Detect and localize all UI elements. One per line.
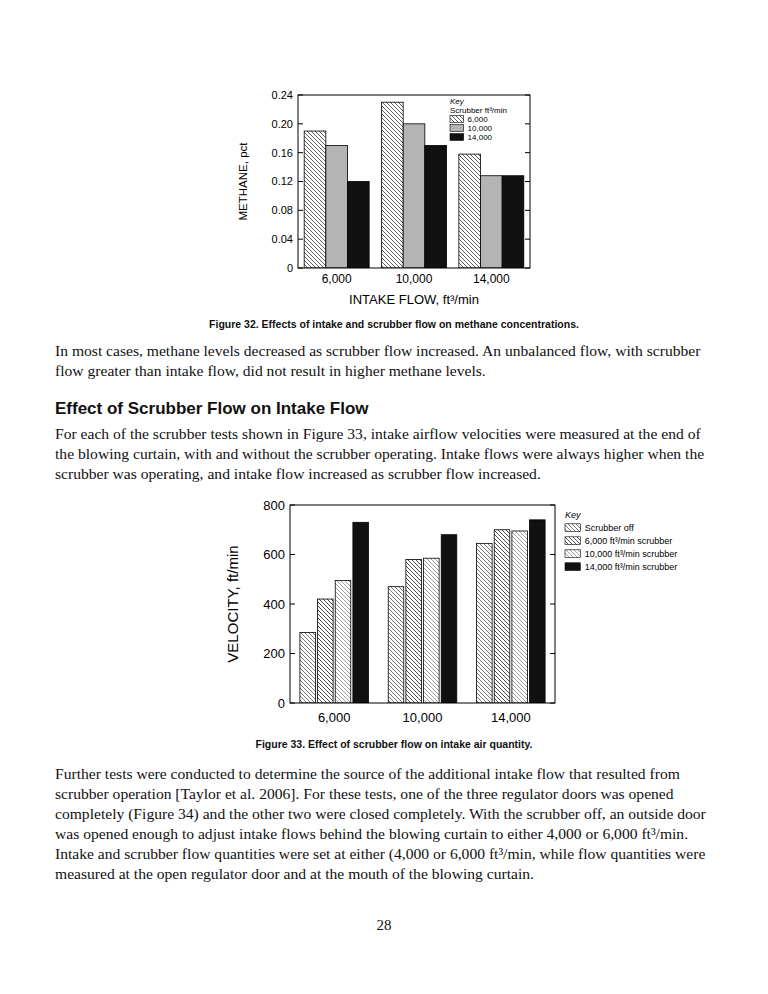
legend-swatch bbox=[450, 125, 464, 132]
legend-label: Scrubber off bbox=[585, 523, 634, 533]
chart: 0 200 400 600 800 6,000 10,000 14,000 VELOCITY, … bbox=[224, 498, 677, 725]
y-tick bbox=[298, 181, 303, 182]
y-tick-label: 0.20 bbox=[272, 118, 293, 130]
bar bbox=[406, 559, 422, 703]
bars bbox=[300, 520, 545, 703]
bar bbox=[459, 154, 481, 268]
y-tick-label: 0 bbox=[278, 696, 285, 711]
y-tick bbox=[525, 181, 530, 182]
y-tick bbox=[298, 239, 303, 240]
y-tick-label: 0 bbox=[287, 262, 293, 274]
plot-frame bbox=[290, 505, 555, 703]
y-tick bbox=[290, 505, 295, 506]
y-tick bbox=[298, 123, 303, 124]
legend-label: 10,000 ft³/min scrubber bbox=[585, 549, 678, 559]
bar bbox=[424, 558, 440, 703]
bar bbox=[326, 145, 348, 268]
chart: 00.040.080.120.160.200.246,00010,00014,0… bbox=[237, 89, 530, 307]
legend-title: Key bbox=[565, 510, 581, 520]
figure-caption: Figure 32. Effects of intake and scrubbe… bbox=[10, 318, 768, 330]
legend-title: Key bbox=[450, 97, 465, 106]
bar bbox=[512, 531, 528, 703]
y-tick-label: 0.04 bbox=[272, 233, 293, 245]
y-tick bbox=[550, 653, 555, 654]
legend-swatch bbox=[565, 537, 580, 545]
legend: KeyScrubber ft³/min6,00010,00014,000 bbox=[450, 97, 507, 142]
y-tick bbox=[525, 123, 530, 124]
y-tick bbox=[290, 653, 295, 654]
plot-frame bbox=[298, 95, 530, 268]
y-tick-label: 0.24 bbox=[272, 89, 293, 101]
paragraph: In most cases, methane levels decreased … bbox=[55, 341, 717, 381]
y-tick-label: 0.12 bbox=[272, 175, 293, 187]
bar bbox=[425, 145, 447, 268]
y-tick bbox=[298, 95, 303, 96]
y-tick bbox=[525, 152, 530, 153]
y-tick bbox=[298, 210, 303, 211]
legend-label: 14,000 bbox=[468, 133, 493, 142]
y-tick bbox=[298, 268, 303, 269]
page-number: 28 bbox=[0, 917, 768, 934]
y-tick-label: 0.08 bbox=[272, 204, 293, 216]
x-tick-label: 10,000 bbox=[396, 272, 433, 286]
y-axis-label: VELOCITY, ft/min bbox=[224, 545, 241, 662]
y-tick bbox=[550, 505, 555, 506]
y-tick-label: 0.16 bbox=[272, 147, 293, 159]
y-tick bbox=[290, 604, 295, 605]
figure-caption: Figure 33. Effect of scrubber flow on in… bbox=[10, 738, 768, 750]
legend-label: 14,000 ft³/min scrubber bbox=[585, 562, 678, 572]
y-tick bbox=[525, 268, 530, 269]
legend-swatch bbox=[565, 563, 580, 571]
y-tick bbox=[298, 152, 303, 153]
x-tick-label: 6,000 bbox=[318, 710, 351, 725]
bar bbox=[477, 543, 493, 703]
bars bbox=[304, 102, 524, 268]
y-tick bbox=[550, 554, 555, 555]
bar bbox=[304, 131, 326, 268]
bar bbox=[353, 522, 369, 703]
legend-label: 6,000 bbox=[468, 115, 489, 124]
legend-swatch bbox=[565, 524, 580, 532]
bar bbox=[441, 535, 457, 703]
x-tick-label: 10,000 bbox=[403, 710, 443, 725]
y-tick bbox=[525, 95, 530, 96]
legend-title: Scrubber ft³/min bbox=[450, 106, 507, 115]
bar bbox=[388, 587, 404, 703]
x-tick-label: 6,000 bbox=[322, 272, 352, 286]
legend: Key Scrubber off 6,000 ft³/min scrubber 10,… bbox=[565, 510, 677, 572]
y-tick bbox=[290, 554, 295, 555]
x-tick-label: 14,000 bbox=[491, 710, 531, 725]
bar bbox=[530, 520, 546, 703]
bar bbox=[494, 530, 510, 703]
paragraph: For each of the scrubber tests shown in … bbox=[55, 424, 717, 484]
bar bbox=[502, 176, 524, 268]
y-tick bbox=[290, 703, 295, 704]
x-tick-label: 14,000 bbox=[473, 272, 510, 286]
legend-swatch bbox=[565, 550, 580, 558]
y-tick-label: 800 bbox=[263, 498, 285, 513]
legend-swatch bbox=[450, 134, 464, 141]
bar bbox=[318, 599, 334, 703]
bar bbox=[382, 102, 404, 268]
legend-label: 6,000 ft³/min scrubber bbox=[585, 536, 673, 546]
y-tick bbox=[550, 703, 555, 704]
bar bbox=[300, 632, 316, 703]
bar bbox=[347, 182, 369, 269]
y-tick-label: 400 bbox=[263, 597, 285, 612]
y-axis-label: METHANE, pct bbox=[237, 142, 249, 221]
bar bbox=[335, 580, 351, 703]
y-tick bbox=[525, 239, 530, 240]
paragraph: Further tests were conducted to determin… bbox=[55, 764, 717, 884]
section-heading: Effect of Scrubber Flow on Intake Flow bbox=[55, 399, 369, 419]
y-tick-label: 600 bbox=[263, 547, 285, 562]
legend-label: 10,000 bbox=[468, 124, 493, 133]
bar bbox=[403, 124, 425, 268]
x-axis-label: INTAKE FLOW, ft³/min bbox=[349, 292, 479, 307]
bar bbox=[481, 176, 503, 268]
page-figures: 00.040.080.120.160.200.246,00010,00014,0… bbox=[0, 0, 768, 994]
y-tick bbox=[525, 210, 530, 211]
legend-swatch bbox=[450, 116, 464, 123]
y-tick bbox=[550, 604, 555, 605]
y-tick-label: 200 bbox=[263, 646, 285, 661]
